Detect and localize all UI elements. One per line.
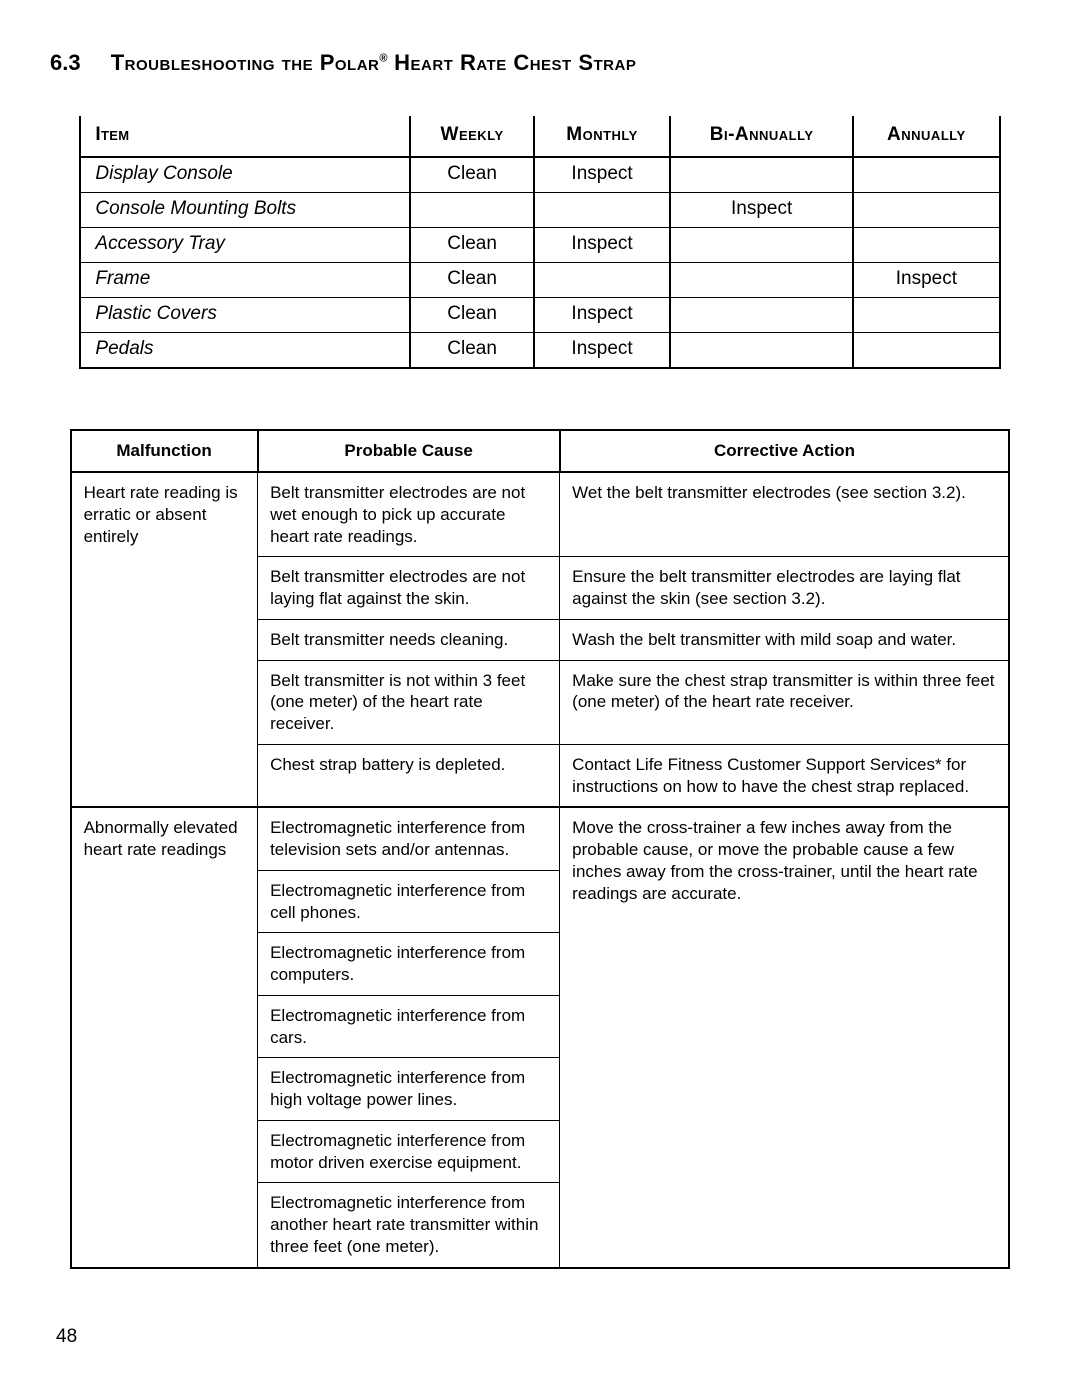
col-item: Item — [80, 116, 410, 157]
cause-cell: Belt transmitter is not within 3 feet (o… — [258, 660, 560, 744]
monthly-cell: Inspect — [534, 228, 670, 263]
annually-cell — [853, 298, 999, 333]
maint-header-row: Item Weekly Monthly Bi-Annually Annually — [80, 116, 999, 157]
item-cell: Console Mounting Bolts — [80, 193, 410, 228]
cause-cell: Chest strap battery is depleted. — [258, 744, 560, 807]
action-cell: Move the cross-trainer a few inches away… — [560, 807, 1010, 1267]
action-cell: Make sure the chest strap transmitter is… — [560, 660, 1010, 744]
biannually-cell: Inspect — [670, 193, 853, 228]
col-action: Corrective Action — [560, 430, 1010, 472]
biannually-cell — [670, 333, 853, 369]
cause-cell: Electromagnetic interference from cars. — [258, 995, 560, 1058]
table-row: Console Mounting Bolts Inspect — [80, 193, 999, 228]
weekly-cell: Clean — [410, 157, 534, 193]
monthly-cell: Inspect — [534, 298, 670, 333]
cause-cell: Belt transmitter electrodes are not wet … — [258, 472, 560, 557]
biannually-cell — [670, 298, 853, 333]
cause-cell: Belt transmitter needs cleaning. — [258, 619, 560, 660]
table-row: FrameClean Inspect — [80, 263, 999, 298]
col-monthly: Monthly — [534, 116, 670, 157]
cause-cell: Electromagnetic interference from anothe… — [258, 1183, 560, 1268]
item-cell: Plastic Covers — [80, 298, 410, 333]
table-row: Abnormally elevated heart rate readingsE… — [71, 807, 1010, 870]
item-cell: Display Console — [80, 157, 410, 193]
page: 6.3 Troubleshooting the Polar® Heart Rat… — [0, 0, 1080, 1388]
cause-cell: Electromagnetic interference from cell p… — [258, 870, 560, 933]
action-cell: Wet the belt transmitter electrodes (see… — [560, 472, 1010, 557]
action-cell: Wash the belt transmitter with mild soap… — [560, 619, 1010, 660]
cause-cell: Electromagnetic interference from high v… — [258, 1058, 560, 1121]
col-weekly: Weekly — [410, 116, 534, 157]
table-row: Display ConsoleCleanInspect — [80, 157, 999, 193]
biannually-cell — [670, 157, 853, 193]
biannually-cell — [670, 228, 853, 263]
table-row: Heart rate reading is erratic or absent … — [71, 472, 1010, 557]
item-cell: Pedals — [80, 333, 410, 369]
col-annually: Annually — [853, 116, 999, 157]
weekly-cell: Clean — [410, 228, 534, 263]
malfunction-cell: Heart rate reading is erratic or absent … — [71, 472, 258, 807]
monthly-cell — [534, 193, 670, 228]
table-row: PedalsCleanInspect — [80, 333, 999, 369]
cause-cell: Electromagnetic interference from televi… — [258, 807, 560, 870]
annually-cell — [853, 228, 999, 263]
weekly-cell: Clean — [410, 298, 534, 333]
monthly-cell: Inspect — [534, 157, 670, 193]
weekly-cell: Clean — [410, 333, 534, 369]
weekly-cell — [410, 193, 534, 228]
weekly-cell: Clean — [410, 263, 534, 298]
monthly-cell — [534, 263, 670, 298]
maintenance-table: Item Weekly Monthly Bi-Annually Annually… — [79, 116, 1000, 369]
cause-cell: Belt transmitter electrodes are not layi… — [258, 557, 560, 620]
item-cell: Frame — [80, 263, 410, 298]
item-cell: Accessory Tray — [80, 228, 410, 263]
section-title-post: Heart Rate Chest Strap — [388, 50, 637, 75]
cause-cell: Electromagnetic interference from comput… — [258, 933, 560, 996]
trouble-header-row: Malfunction Probable Cause Corrective Ac… — [71, 430, 1010, 472]
table-row: Accessory TrayCleanInspect — [80, 228, 999, 263]
registered-mark: ® — [379, 53, 387, 65]
annually-cell — [853, 157, 999, 193]
biannually-cell — [670, 263, 853, 298]
page-number: 48 — [56, 1326, 77, 1348]
annually-cell — [853, 193, 999, 228]
col-malfunction: Malfunction — [71, 430, 258, 472]
troubleshooting-table: Malfunction Probable Cause Corrective Ac… — [70, 429, 1011, 1269]
action-cell: Contact Life Fitness Customer Support Se… — [560, 744, 1010, 807]
annually-cell: Inspect — [853, 263, 999, 298]
section-title: 6.3 Troubleshooting the Polar® Heart Rat… — [50, 50, 1030, 76]
action-cell: Ensure the belt transmitter electrodes a… — [560, 557, 1010, 620]
col-biannually: Bi-Annually — [670, 116, 853, 157]
col-cause: Probable Cause — [258, 430, 560, 472]
annually-cell — [853, 333, 999, 369]
section-number: 6.3 — [50, 50, 81, 76]
cause-cell: Electromagnetic interference from motor … — [258, 1120, 560, 1183]
table-row: Plastic CoversCleanInspect — [80, 298, 999, 333]
section-title-pre: Troubleshooting the Polar — [111, 50, 380, 75]
malfunction-cell: Abnormally elevated heart rate readings — [71, 807, 258, 1267]
monthly-cell: Inspect — [534, 333, 670, 369]
